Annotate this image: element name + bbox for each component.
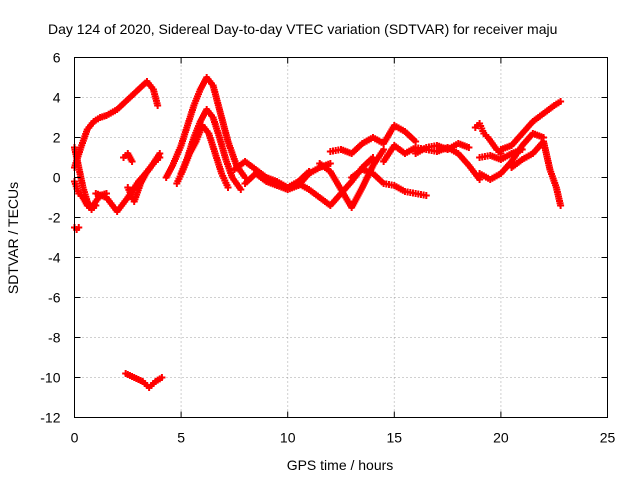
data-point — [557, 202, 565, 209]
y-tick-label: 6 — [53, 50, 61, 66]
y-tick-label: 0 — [53, 170, 61, 186]
data-point — [422, 192, 430, 199]
labels-layer: 0 5 10 15 20 25 -12 -10 -8 -6 -4 -2 0 2 4 6 — [40, 50, 615, 446]
series-arc-9 — [162, 74, 249, 181]
data-point — [156, 154, 164, 161]
series-arc-6 — [120, 150, 136, 165]
data-point — [224, 184, 232, 191]
y-tick-label: 4 — [53, 90, 61, 106]
chart-title: Day 124 of 2020, Sidereal Day-to-day VTE… — [48, 21, 557, 37]
x-axis-label: GPS time / hours — [287, 457, 394, 473]
data-point — [75, 224, 83, 231]
y-tick-label: -6 — [48, 290, 61, 306]
x-tick-label: 20 — [493, 430, 509, 446]
y-tick-label: 2 — [53, 130, 61, 146]
y-tick-label: -10 — [40, 370, 60, 386]
series-arc-11 — [173, 122, 232, 191]
series-arc-24 — [476, 146, 526, 163]
series-arc-16 — [326, 122, 420, 157]
y-axis-label: SDTVAR / TECUs — [5, 182, 21, 294]
series-arc-13 — [241, 160, 334, 193]
y-tick-label: -4 — [48, 250, 61, 266]
series-arc-2 — [71, 78, 162, 171]
x-tick-label: 15 — [387, 430, 403, 446]
series-arc-3 — [71, 178, 100, 213]
data-point — [518, 146, 526, 153]
x-tick-label: 10 — [280, 430, 296, 446]
series-arc-22 — [497, 98, 565, 153]
plot-frame — [74, 57, 608, 418]
series-arc-5 — [124, 154, 164, 205]
data-point — [412, 138, 420, 145]
series-arc-14 — [294, 154, 377, 209]
series-arc-8 — [122, 370, 166, 391]
y-tick-label: -12 — [40, 410, 60, 426]
data-point — [237, 186, 245, 193]
series-arc-20 — [471, 120, 505, 157]
y-tick-label: -2 — [48, 210, 61, 226]
data-point — [128, 158, 136, 165]
data-point — [154, 102, 162, 109]
data-point — [92, 202, 100, 209]
data-point — [476, 176, 484, 183]
data-point — [158, 374, 166, 381]
series-arc-17 — [348, 166, 430, 199]
series-arc-7 — [71, 224, 83, 233]
series-arc-15 — [316, 146, 388, 211]
x-tick-label: 5 — [177, 430, 185, 446]
series-arc-10 — [177, 106, 245, 193]
x-tick-label: 0 — [71, 430, 79, 446]
ticks-layer — [74, 57, 608, 418]
series-arc-19 — [412, 140, 473, 157]
series-arc-21 — [476, 130, 548, 183]
data-point — [557, 98, 565, 105]
x-tick-label: 25 — [600, 430, 616, 446]
grid-layer — [74, 57, 608, 418]
data-point — [326, 160, 334, 167]
y-tick-label: -8 — [48, 330, 61, 346]
series-arc-23 — [508, 138, 565, 209]
points-layer — [71, 74, 565, 391]
data-point — [465, 144, 473, 151]
data-point — [380, 146, 388, 153]
